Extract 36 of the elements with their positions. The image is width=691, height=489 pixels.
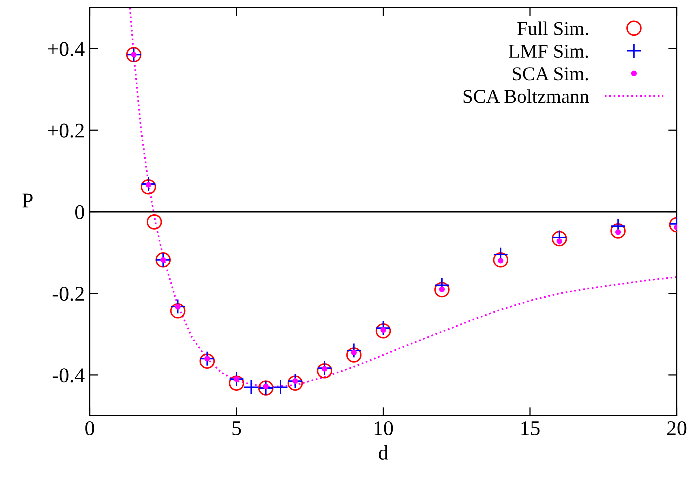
- point: [346, 343, 362, 358]
- point: [170, 304, 186, 319]
- y-axis-title: P: [22, 194, 33, 208]
- y-tick-label: 0: [76, 205, 84, 220]
- point: [175, 304, 181, 310]
- x-tick-label: 15: [522, 422, 540, 436]
- x-tick-label: 20: [668, 421, 687, 436]
- point: [434, 278, 450, 294]
- y-tick-label: -0.2: [52, 286, 84, 302]
- point: [376, 323, 392, 339]
- y-tick-label: -0.4: [52, 368, 85, 383]
- y-tick-label: +0.4: [48, 42, 85, 56]
- point: [141, 176, 156, 192]
- point: [346, 348, 362, 363]
- y-tick-label: +0.2: [48, 124, 84, 138]
- point: [273, 380, 288, 396]
- x-tick-label: 0: [86, 421, 94, 436]
- point: [434, 282, 450, 298]
- point: [170, 299, 186, 314]
- x-tick-label: 10: [374, 421, 394, 436]
- legend-label: SCA Boltzmann: [464, 90, 590, 104]
- x-axis-title: d: [379, 445, 388, 460]
- legend-label: LMF Sim.: [509, 44, 588, 58]
- point: [229, 376, 244, 391]
- legend-label: Full Sim.: [518, 22, 588, 36]
- point: [244, 380, 260, 396]
- legend-label: SCA Sim.: [512, 68, 588, 81]
- point: [141, 179, 156, 195]
- point: [234, 376, 240, 382]
- x-tick-label: 5: [232, 422, 242, 436]
- point: [317, 360, 332, 376]
- point: [317, 363, 332, 379]
- point: [146, 214, 162, 230]
- point: [376, 320, 392, 336]
- point: [610, 224, 626, 239]
- point: [493, 252, 509, 268]
